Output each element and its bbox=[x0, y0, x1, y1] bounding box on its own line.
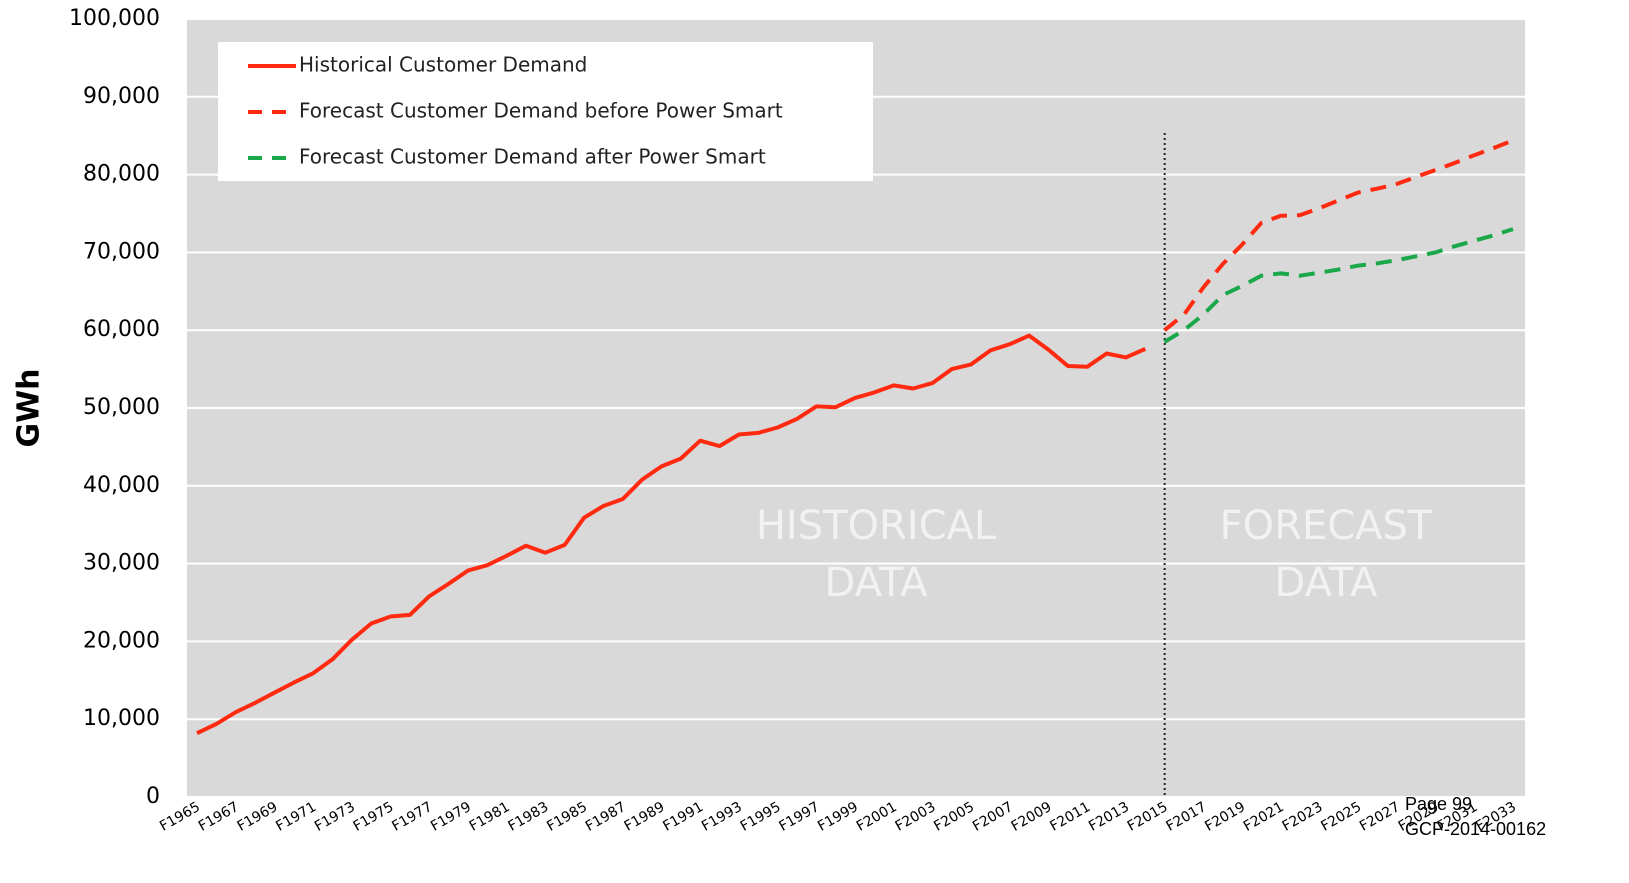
region-label: DATA bbox=[1274, 560, 1378, 606]
x-tick-label: F2025 bbox=[1318, 799, 1364, 835]
y-tick-label: 10,000 bbox=[83, 706, 160, 731]
legend-label: Forecast Customer Demand before Power Sm… bbox=[299, 99, 783, 123]
x-tick-label: F1993 bbox=[699, 799, 745, 835]
doc-id: GCP-2014-00162 bbox=[1405, 819, 1546, 839]
x-tick-label: F1971 bbox=[273, 799, 319, 835]
x-tick-label: F1995 bbox=[738, 799, 784, 835]
x-tick-label: F1981 bbox=[467, 799, 513, 835]
x-tick-label: F2015 bbox=[1125, 799, 1171, 835]
series-line bbox=[196, 333, 1147, 736]
page-number: Page 99 bbox=[1405, 794, 1472, 814]
x-tick-label: F1997 bbox=[776, 799, 822, 835]
x-tick-label: F2001 bbox=[854, 799, 900, 835]
y-tick-label: 40,000 bbox=[83, 473, 160, 498]
x-tick-label: F1983 bbox=[506, 799, 552, 835]
region-label: FORECAST bbox=[1220, 503, 1433, 549]
y-tick-label: 20,000 bbox=[83, 628, 160, 653]
x-tick-label: F1977 bbox=[389, 799, 435, 835]
x-tick-label: F1999 bbox=[815, 799, 861, 835]
legend-label: Historical Customer Demand bbox=[299, 53, 587, 77]
region-label: HISTORICAL bbox=[756, 503, 997, 549]
x-tick-label: F1979 bbox=[428, 799, 474, 835]
x-tick-label: F1967 bbox=[196, 799, 242, 835]
x-tick-label: F1975 bbox=[351, 799, 397, 835]
series-line bbox=[1163, 138, 1514, 332]
x-tick-label: F1973 bbox=[312, 799, 358, 835]
x-tick-label: F2007 bbox=[970, 799, 1016, 835]
legend-box bbox=[218, 42, 873, 181]
y-tick-label: 60,000 bbox=[83, 317, 160, 342]
y-tick-label: 90,000 bbox=[83, 84, 160, 109]
legend-label: Forecast Customer Demand after Power Sma… bbox=[299, 145, 766, 169]
x-tick-label: F1985 bbox=[544, 799, 590, 835]
x-tick-label: F1969 bbox=[235, 799, 281, 835]
y-axis-label: GWh bbox=[12, 368, 47, 447]
x-tick-label: F2017 bbox=[1164, 799, 1210, 835]
x-tick-label: F2013 bbox=[1086, 799, 1132, 835]
x-tick-label: F2009 bbox=[1009, 799, 1055, 835]
x-tick-label: F2019 bbox=[1202, 799, 1248, 835]
x-tick-label: F2003 bbox=[893, 799, 939, 835]
region-label: DATA bbox=[824, 560, 928, 606]
x-tick-label: F2023 bbox=[1280, 799, 1326, 835]
y-tick-label: 70,000 bbox=[83, 239, 160, 264]
y-tick-label: 30,000 bbox=[83, 551, 160, 576]
x-tick-label: F1987 bbox=[583, 799, 629, 835]
x-tick-label: F2011 bbox=[1047, 799, 1093, 835]
y-tick-label: 100,000 bbox=[69, 6, 160, 31]
y-tick-label: 80,000 bbox=[83, 162, 160, 187]
y-tick-label: 0 bbox=[146, 784, 160, 809]
x-tick-label: F2027 bbox=[1357, 799, 1403, 835]
x-tick-label: F1965 bbox=[157, 799, 203, 835]
x-tick-label: F2021 bbox=[1241, 799, 1287, 835]
y-tick-label: 50,000 bbox=[83, 395, 160, 420]
x-tick-label: F1989 bbox=[622, 799, 668, 835]
x-tick-label: F2005 bbox=[931, 799, 977, 835]
x-tick-label: F1991 bbox=[660, 799, 706, 835]
series-line bbox=[1163, 227, 1514, 344]
